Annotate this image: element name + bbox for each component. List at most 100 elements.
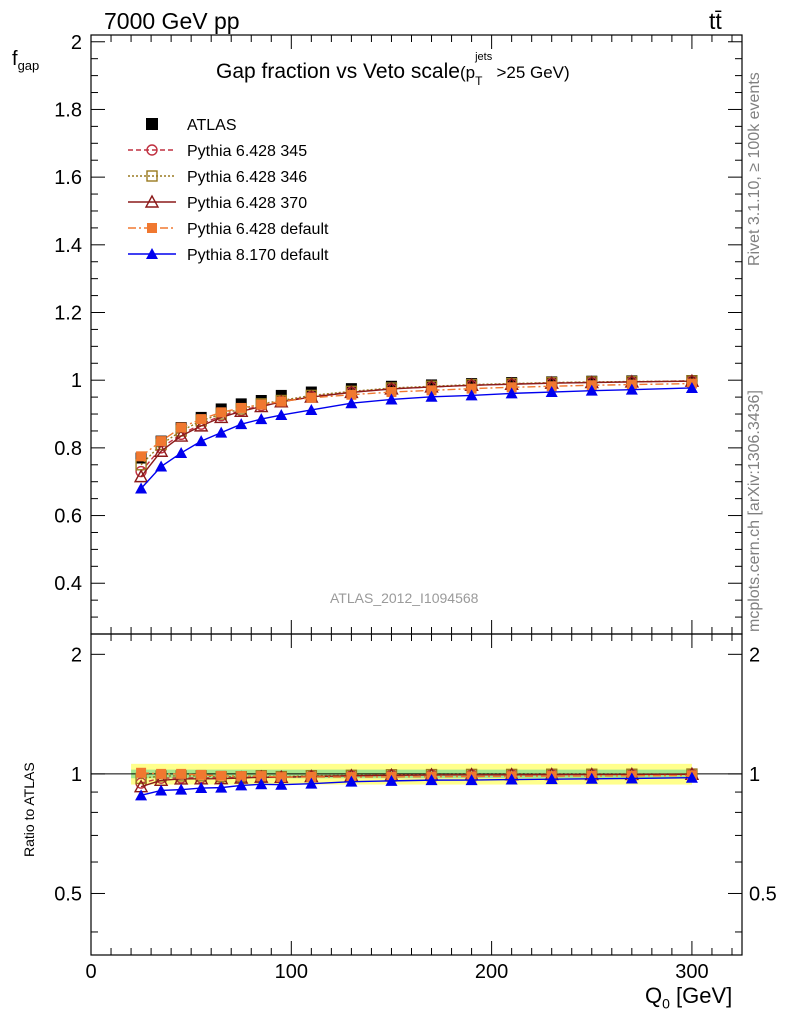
series-4-point (466, 383, 477, 394)
x-tick-label: 100 (275, 961, 308, 983)
series-4-ratio-point (216, 770, 227, 781)
series-5-ratio-point (255, 778, 268, 790)
chart-title-cut: (p jets T >25 GeV) (459, 51, 570, 88)
series-4-ratio-point (276, 772, 287, 783)
ratio-tick-label-left: 2 (71, 644, 82, 666)
x-axis-label-sub: 0 (662, 995, 670, 1012)
ratio-tick-label-right: 1 (749, 764, 760, 786)
x-tick-label: 200 (475, 961, 508, 983)
series-3-point (153, 443, 169, 457)
series-0-point (426, 379, 438, 391)
legend-label-2: Pythia 6.428 346 (187, 169, 307, 186)
series-4-ratio-point (196, 769, 207, 780)
series-5-ratio-point (385, 774, 398, 786)
chart-title-cut-base: (p (459, 63, 476, 82)
chart-title-cut-tail: >25 GeV) (496, 63, 570, 82)
analysis-watermark: ATLAS_2012_I1094568 (330, 590, 479, 606)
ratio-tick-label-right: 2 (749, 644, 760, 666)
chart-title-cut-sup: jets (475, 51, 493, 63)
y-tick-label: 0.4 (54, 573, 82, 595)
legend-marker-2 (146, 170, 158, 182)
series-4-point (346, 389, 357, 400)
series-5-point (215, 426, 228, 438)
series-5-ratio-point (275, 778, 288, 790)
legend-marker-1 (146, 144, 158, 156)
series-5-point (465, 389, 478, 401)
series-5-ratio-point (425, 774, 438, 786)
series-4-point (276, 396, 287, 407)
series-5-ratio-point (345, 775, 358, 787)
legend-marker-3 (144, 194, 160, 208)
series-5-ratio-point (305, 777, 318, 789)
series-5-point (425, 390, 438, 402)
series-4-point (306, 392, 317, 403)
series-5-point (275, 409, 288, 421)
series-5-ratio-point (585, 772, 598, 784)
y-tick-label: 1.8 (54, 99, 82, 121)
series-5-point (545, 386, 558, 398)
series-4-point (426, 385, 437, 396)
series-5-ratio-point (135, 789, 148, 801)
series-2-line (140, 380, 692, 466)
series-0-point (345, 383, 357, 395)
series-4-point (176, 422, 187, 433)
series-5-ratio-point (195, 782, 208, 794)
series-5-ratio-point (465, 774, 478, 786)
series-5-ratio-point (155, 784, 168, 796)
x-tick-label: 300 (675, 961, 708, 983)
legend-label-0: ATLAS (187, 117, 237, 134)
rivet-version-label: Rivet 3.1.10, ≥ 100k events (746, 72, 763, 266)
series-4-point (386, 387, 397, 398)
series-5-ratio-point (545, 773, 558, 785)
series-5-point (685, 381, 698, 393)
y-axis-label-base: f (12, 48, 18, 70)
ratio-tick-label-left: 1 (71, 764, 82, 786)
series-5-point (385, 393, 398, 405)
legend-label-1: Pythia 6.428 345 (187, 143, 307, 160)
series-5-point (305, 403, 318, 415)
series-5-point (195, 435, 208, 447)
y-axis-label: fgap (12, 48, 39, 73)
series-5-ratio-point (215, 781, 228, 793)
y-tick-label: 1.6 (54, 167, 82, 189)
series-4-point (236, 402, 247, 413)
series-5-point (505, 387, 518, 399)
legend-label-4: Pythia 6.428 default (187, 221, 329, 238)
y-tick-label: 2 (71, 32, 82, 54)
y-tick-label: 0.8 (54, 438, 82, 460)
series-5-point (585, 384, 598, 396)
series-4-point (156, 436, 167, 447)
series-4-ratio-line (141, 772, 692, 778)
series-4-point (216, 407, 227, 418)
legend-label-3: Pythia 6.428 370 (187, 195, 307, 212)
series-4-ratio-point (306, 771, 317, 782)
x-axis-label-unit: [GeV] (669, 983, 733, 1008)
series-5-point (155, 460, 168, 472)
series-4-ratio-point (236, 771, 247, 782)
series-3-line (140, 380, 692, 478)
series-5-point (345, 397, 358, 409)
series-4-point (136, 451, 147, 462)
series-5-ratio-point (175, 783, 188, 795)
series-5-line (140, 387, 692, 489)
series-3-point (193, 418, 209, 432)
series-4-point (506, 382, 517, 393)
series-5-ratio-point (625, 772, 638, 784)
series-5-point (175, 446, 188, 458)
series-1-line (140, 380, 692, 473)
legend-marker-0 (146, 118, 158, 130)
y-axis-label-sub: gap (17, 58, 40, 73)
y-tick-label: 0.6 (54, 506, 82, 528)
series-5-ratio-point (685, 771, 698, 783)
series-0-point (385, 380, 397, 392)
y-tick-label: 1.4 (54, 235, 82, 257)
chart-title: Gap fraction vs Veto scale(p jets T >25 GeV… (216, 51, 570, 88)
x-axis-label-base: Q (645, 983, 663, 1008)
series-5-point (625, 383, 638, 395)
series-4-point (256, 399, 267, 410)
series-4-ratio-point (136, 767, 147, 778)
ratio-tick-label-left: 0.5 (54, 883, 82, 905)
series-4-ratio-point (256, 771, 267, 782)
legend-marker-5 (146, 248, 158, 259)
